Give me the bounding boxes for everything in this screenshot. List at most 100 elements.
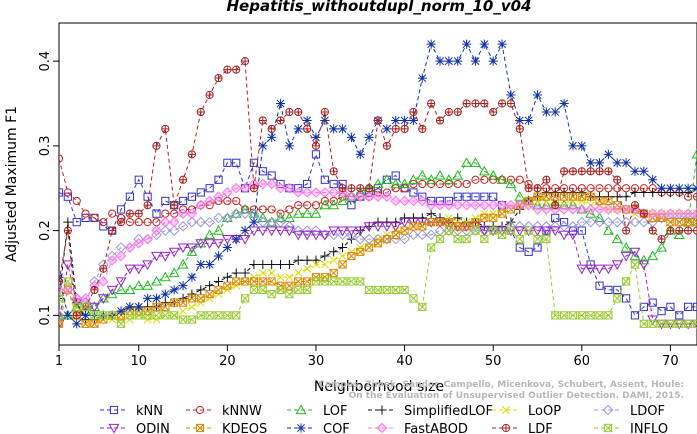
data-point-fastabod bbox=[390, 195, 402, 207]
data-point-lof bbox=[673, 229, 685, 239]
data-point-inflo bbox=[89, 311, 100, 320]
data-point-fastabod bbox=[59, 284, 65, 296]
data-point-kdeos bbox=[453, 222, 462, 231]
data-point-knnw bbox=[595, 184, 604, 193]
data-point-simplifiedlof bbox=[213, 276, 224, 287]
data-point-ldf bbox=[99, 264, 108, 273]
series-odin bbox=[59, 218, 697, 330]
data-point-fastabod bbox=[115, 250, 127, 262]
data-point-lof bbox=[186, 246, 198, 256]
data-point-cof bbox=[462, 39, 472, 49]
data-point-kdeos bbox=[666, 218, 675, 227]
data-point-fastabod bbox=[151, 225, 162, 236]
data-point-inflo bbox=[364, 285, 374, 295]
data-point-kdeos bbox=[604, 196, 613, 206]
data-point-knn bbox=[205, 184, 214, 193]
data-point-cof bbox=[444, 56, 454, 66]
data-point-inflo bbox=[80, 302, 91, 311]
data-point-loop bbox=[338, 252, 347, 260]
series-inflo bbox=[59, 226, 697, 328]
data-point-knnw bbox=[586, 184, 595, 193]
data-point-cof bbox=[222, 242, 232, 253]
data-point-lof bbox=[230, 208, 242, 218]
legend-item-lof: LOF bbox=[287, 404, 348, 419]
data-point-kdeos bbox=[187, 294, 197, 303]
data-point-knnw bbox=[622, 184, 631, 193]
y-tick-label: 0.2 bbox=[38, 220, 53, 241]
data-point-loop bbox=[223, 285, 232, 294]
data-point-cof bbox=[470, 56, 481, 66]
data-point-simplifiedlof bbox=[426, 209, 436, 219]
data-point-inflo bbox=[63, 277, 73, 286]
data-point-cof bbox=[213, 251, 224, 261]
data-point-inflo bbox=[479, 234, 490, 244]
legend-marker bbox=[603, 423, 613, 433]
data-point-cof bbox=[417, 73, 427, 83]
data-point-knn bbox=[161, 196, 170, 206]
data-point-kdeos bbox=[684, 218, 693, 227]
data-point-inflo bbox=[683, 319, 693, 328]
data-point-knn bbox=[666, 302, 675, 311]
data-point-inflo bbox=[151, 311, 162, 320]
data-point-simplifiedlof bbox=[639, 187, 649, 198]
data-point-kdeos bbox=[462, 222, 471, 231]
data-point-simplifiedlof bbox=[302, 255, 312, 265]
x-tick-label: 1 bbox=[55, 354, 63, 369]
data-point-inflo bbox=[470, 226, 481, 235]
legend-marker bbox=[108, 423, 120, 434]
series-line-odin bbox=[59, 221, 697, 325]
data-point-simplifiedlof bbox=[240, 268, 250, 278]
data-point-ldf bbox=[692, 226, 697, 235]
data-point-knn bbox=[99, 222, 108, 231]
data-point-fastabod bbox=[186, 208, 198, 219]
data-point-knnw bbox=[489, 175, 498, 184]
data-point-knnw bbox=[480, 175, 489, 184]
data-point-knn bbox=[648, 298, 657, 307]
data-point-kdeos bbox=[223, 281, 232, 290]
data-point-cof bbox=[302, 115, 312, 126]
data-point-fastabod bbox=[505, 199, 517, 211]
legend-label: kNN bbox=[136, 404, 163, 419]
data-point-simplifiedlof bbox=[541, 187, 551, 198]
data-point-cof bbox=[311, 132, 321, 142]
data-point-cof bbox=[568, 141, 578, 151]
data-point-cof bbox=[621, 158, 631, 168]
data-point-knn bbox=[143, 192, 152, 201]
data-point-ldf bbox=[125, 209, 134, 218]
legend: kNN kNNW LOF SimplifiedLOF LoOP LDOF ODIN KDEOS… bbox=[100, 404, 668, 434]
data-point-simplifiedlof bbox=[399, 213, 410, 223]
data-point-ldof bbox=[691, 212, 697, 224]
data-point-knn bbox=[178, 196, 188, 206]
data-point-ldf bbox=[533, 184, 542, 193]
data-point-inflo bbox=[382, 285, 392, 295]
data-point-knn bbox=[559, 218, 569, 227]
data-point-ldof bbox=[328, 229, 340, 241]
data-point-fastabod bbox=[204, 195, 215, 207]
data-point-knnw bbox=[187, 205, 197, 214]
data-point-loop bbox=[152, 315, 161, 324]
data-point-lof bbox=[425, 174, 437, 184]
data-point-fastabod bbox=[301, 187, 313, 198]
data-point-inflo bbox=[426, 243, 436, 252]
data-point-lof bbox=[159, 271, 171, 282]
data-point-kdeos bbox=[497, 209, 507, 218]
data-point-knn bbox=[630, 311, 640, 320]
data-point-lof bbox=[204, 229, 216, 239]
data-point-kdeos bbox=[161, 302, 170, 311]
data-point-knn bbox=[435, 196, 445, 206]
data-point-inflo bbox=[541, 234, 552, 244]
data-point-cof bbox=[594, 158, 605, 168]
data-point-cof bbox=[612, 158, 622, 168]
legend-marker bbox=[109, 405, 119, 415]
data-point-odin bbox=[629, 247, 641, 258]
data-point-ldof bbox=[284, 221, 295, 232]
data-point-ldf bbox=[285, 107, 294, 117]
data-point-odin bbox=[532, 226, 543, 237]
data-point-fastabod bbox=[284, 182, 295, 194]
data-point-kdeos bbox=[285, 281, 294, 290]
data-point-fastabod bbox=[195, 199, 207, 211]
data-point-knnw bbox=[81, 209, 90, 218]
data-point-loop bbox=[125, 315, 134, 324]
plot-frame bbox=[58, 22, 697, 346]
data-point-odin bbox=[354, 226, 366, 237]
